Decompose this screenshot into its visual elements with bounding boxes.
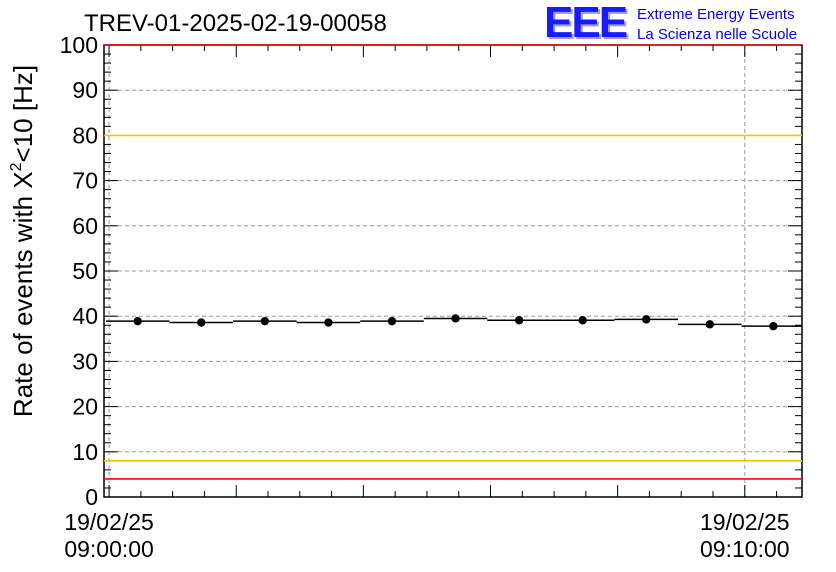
x-tick-label-time: 09:00:00 — [64, 536, 154, 562]
data-point — [260, 316, 270, 326]
y-tick-label: 40 — [72, 303, 98, 329]
data-point — [514, 316, 524, 325]
x-tick-label-time: 09:10:00 — [700, 536, 790, 562]
plot-frame — [103, 44, 803, 498]
data-point — [324, 318, 333, 327]
logo-line-2: La Scienza nelle Scuole — [637, 26, 798, 43]
eee-logo-mark: EEE — [544, 0, 628, 47]
x-tick-label-date: 19/02/25 — [64, 509, 154, 535]
y-axis-label-suffix: <10 [Hz] — [8, 65, 38, 163]
data-point — [197, 318, 206, 327]
y-axis-label-main: Rate of events with X — [8, 171, 38, 417]
y-tick-label: 70 — [72, 168, 98, 194]
y-tick-label: 50 — [72, 258, 98, 284]
data-point — [387, 316, 397, 326]
data-point — [705, 320, 715, 329]
data-point — [451, 314, 460, 323]
y-tick-label: 90 — [72, 77, 98, 103]
data-point — [642, 315, 651, 324]
y-tick-label: 0 — [85, 484, 98, 510]
data-point — [769, 321, 778, 331]
data-point — [578, 316, 587, 325]
y-tick-label: 20 — [72, 394, 98, 420]
y-tick-label: 10 — [72, 439, 98, 465]
x-tick-label-date: 19/02/25 — [700, 509, 790, 535]
y-axis-label-sup: 2 — [8, 162, 25, 171]
y-tick-label: 80 — [72, 122, 98, 148]
y-tick-label: 100 — [60, 32, 98, 58]
y-axis-label: Rate of events with X2<10 [Hz] — [8, 65, 38, 417]
data-point — [133, 316, 142, 326]
y-tick-label: 60 — [72, 213, 98, 239]
eee-logo: EEE Extreme Energy Events La Scienza nel… — [544, 0, 836, 48]
y-tick-label: 30 — [72, 348, 98, 374]
chart-title: TREV-01-2025-02-19-00058 — [84, 10, 387, 37]
logo-line-1: Extreme Energy Events — [637, 6, 795, 23]
